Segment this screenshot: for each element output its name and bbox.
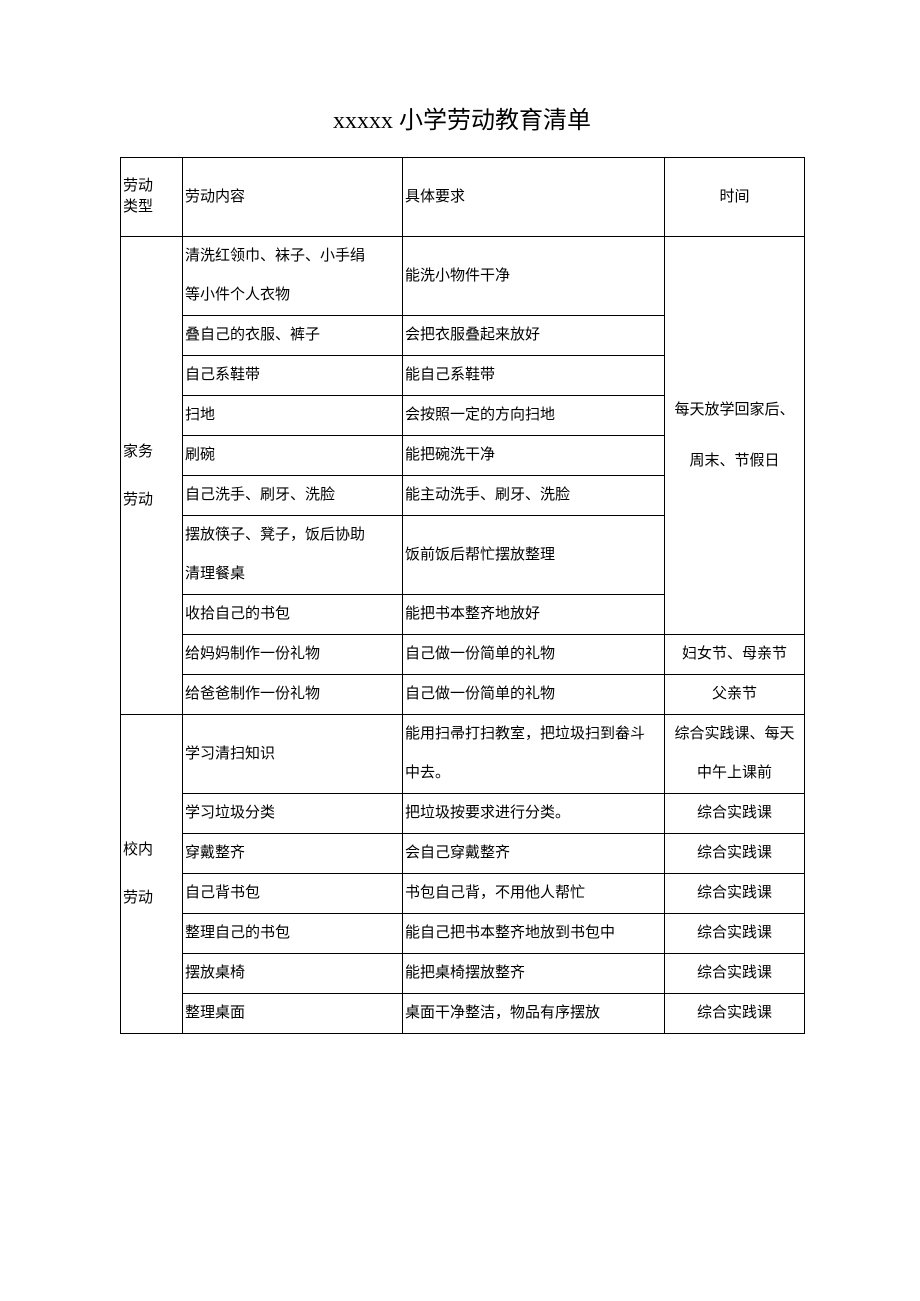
table-row: 给爸爸制作一份礼物自己做一份简单的礼物父亲节 — [121, 675, 805, 715]
labor-requirement: 书包自己背，不用他人帮忙 — [403, 874, 665, 914]
labor-education-table: 劳动类型劳动内容具体要求时间家务劳动清洗红领巾、袜子、小手绢等小件个人衣物能洗小… — [120, 157, 805, 1034]
table-row: 摆放桌椅能把桌椅摆放整齐综合实践课 — [121, 954, 805, 994]
table-row: 学习垃圾分类把垃圾按要求进行分类。综合实践课 — [121, 794, 805, 834]
header-time: 时间 — [665, 158, 805, 237]
labor-content: 摆放桌椅 — [183, 954, 403, 994]
header-requirement: 具体要求 — [403, 158, 665, 237]
labor-content: 收拾自己的书包 — [183, 595, 403, 635]
labor-requirement: 能把桌椅摆放整齐 — [403, 954, 665, 994]
labor-time: 综合实践课 — [665, 954, 805, 994]
labor-content: 摆放筷子、凳子，饭后协助清理餐桌 — [183, 516, 403, 595]
labor-content: 刷碗 — [183, 436, 403, 476]
labor-time: 综合实践课 — [665, 874, 805, 914]
labor-requirement: 能自己系鞋带 — [403, 356, 665, 396]
labor-type: 家务劳动 — [121, 237, 183, 715]
labor-content: 学习清扫知识 — [183, 715, 403, 794]
table-header-row: 劳动类型劳动内容具体要求时间 — [121, 158, 805, 237]
labor-requirement: 会按照一定的方向扫地 — [403, 396, 665, 436]
labor-requirement: 能洗小物件干净 — [403, 237, 665, 316]
document-title: xxxxx 小学劳动教育清单 — [120, 100, 804, 135]
labor-requirement: 桌面干净整洁，物品有序摆放 — [403, 994, 665, 1034]
labor-requirement: 能自己把书本整齐地放到书包中 — [403, 914, 665, 954]
labor-content: 整理桌面 — [183, 994, 403, 1034]
labor-type: 校内劳动 — [121, 715, 183, 1034]
labor-requirement: 能把碗洗干净 — [403, 436, 665, 476]
labor-time: 综合实践课、每天中午上课前 — [665, 715, 805, 794]
labor-requirement: 把垃圾按要求进行分类。 — [403, 794, 665, 834]
labor-time: 综合实践课 — [665, 794, 805, 834]
labor-content: 自己系鞋带 — [183, 356, 403, 396]
labor-requirement: 能把书本整齐地放好 — [403, 595, 665, 635]
labor-requirement: 能用扫帚打扫教室，把垃圾扫到畚斗中去。 — [403, 715, 665, 794]
labor-time: 综合实践课 — [665, 994, 805, 1034]
labor-requirement: 自己做一份简单的礼物 — [403, 635, 665, 675]
labor-time: 妇女节、母亲节 — [665, 635, 805, 675]
table-row: 自己背书包书包自己背，不用他人帮忙综合实践课 — [121, 874, 805, 914]
labor-content: 学习垃圾分类 — [183, 794, 403, 834]
labor-requirement: 能主动洗手、刷牙、洗脸 — [403, 476, 665, 516]
table-row: 校内劳动学习清扫知识能用扫帚打扫教室，把垃圾扫到畚斗中去。综合实践课、每天中午上… — [121, 715, 805, 794]
header-content: 劳动内容 — [183, 158, 403, 237]
table-row: 整理桌面桌面干净整洁，物品有序摆放综合实践课 — [121, 994, 805, 1034]
table-row: 家务劳动清洗红领巾、袜子、小手绢等小件个人衣物能洗小物件干净每天放学回家后、周末… — [121, 237, 805, 316]
labor-content: 给妈妈制作一份礼物 — [183, 635, 403, 675]
labor-content: 整理自己的书包 — [183, 914, 403, 954]
labor-requirement: 自己做一份简单的礼物 — [403, 675, 665, 715]
labor-content: 穿戴整齐 — [183, 834, 403, 874]
labor-content: 清洗红领巾、袜子、小手绢等小件个人衣物 — [183, 237, 403, 316]
labor-time: 父亲节 — [665, 675, 805, 715]
labor-requirement: 会自己穿戴整齐 — [403, 834, 665, 874]
labor-time: 每天放学回家后、周末、节假日 — [665, 237, 805, 635]
labor-content: 扫地 — [183, 396, 403, 436]
labor-requirement: 饭前饭后帮忙摆放整理 — [403, 516, 665, 595]
header-type: 劳动类型 — [121, 158, 183, 237]
labor-time: 综合实践课 — [665, 834, 805, 874]
labor-content: 叠自己的衣服、裤子 — [183, 316, 403, 356]
table-row: 整理自己的书包能自己把书本整齐地放到书包中综合实践课 — [121, 914, 805, 954]
table-row: 给妈妈制作一份礼物自己做一份简单的礼物妇女节、母亲节 — [121, 635, 805, 675]
labor-content: 给爸爸制作一份礼物 — [183, 675, 403, 715]
labor-time: 综合实践课 — [665, 914, 805, 954]
labor-content: 自己背书包 — [183, 874, 403, 914]
labor-content: 自己洗手、刷牙、洗脸 — [183, 476, 403, 516]
table-row: 穿戴整齐会自己穿戴整齐综合实践课 — [121, 834, 805, 874]
labor-requirement: 会把衣服叠起来放好 — [403, 316, 665, 356]
